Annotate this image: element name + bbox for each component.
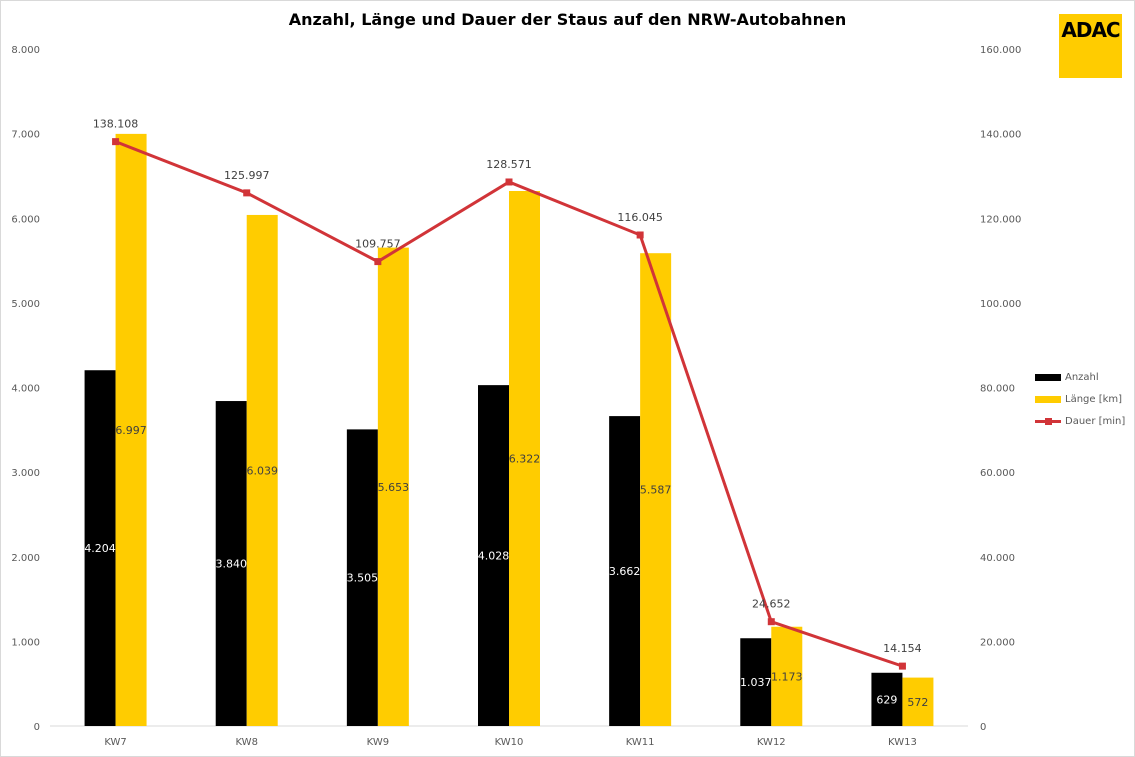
bar-anzahl: [215, 401, 247, 726]
y-tick-left: 4.000: [11, 384, 40, 395]
y-tick-right: 140.000: [980, 130, 1021, 141]
data-label-dauer: 109.757: [355, 238, 401, 251]
legend-label: Länge [km]: [1065, 393, 1123, 405]
data-label-anzahl: 629: [876, 693, 897, 706]
legend-item-anzahl[interactable]: Anzahl: [1035, 366, 1125, 388]
y-tick-left: 7.000: [11, 130, 40, 141]
data-label-anzahl: 3.505: [347, 572, 379, 585]
y-tick-right: 160.000: [980, 45, 1021, 56]
y-tick-right: 60.000: [980, 468, 1015, 479]
y-tick-right: 20.000: [980, 637, 1015, 648]
y-tick-left: 1.000: [11, 637, 40, 648]
bar-anzahl: [84, 370, 116, 726]
y-tick-right: 120.000: [980, 214, 1021, 225]
y-tick-right: 0: [980, 722, 986, 733]
y-tick-right: 100.000: [980, 299, 1021, 310]
bar-anzahl: [740, 638, 772, 726]
y-tick-left: 8.000: [11, 45, 40, 56]
data-label-anzahl: 3.662: [609, 565, 641, 578]
bar-laenge: [902, 677, 934, 726]
data-label-anzahl: 1.037: [740, 676, 772, 689]
bar-anzahl: [478, 385, 509, 726]
bar-anzahl: [346, 429, 378, 726]
data-label-laenge: 6.997: [115, 424, 147, 437]
data-label-dauer: 138.108: [93, 118, 139, 131]
legend-swatch-laenge: [1035, 395, 1061, 403]
data-label-dauer: 24.652: [752, 598, 791, 611]
adac-logo: ADAC: [1059, 14, 1122, 78]
y-tick-right: 80.000: [980, 384, 1015, 395]
y-tick-left: 0: [34, 722, 40, 733]
x-tick-label: KW11: [626, 737, 655, 748]
x-tick-label: KW9: [367, 737, 389, 748]
legend-swatch-dauer: [1035, 417, 1061, 425]
x-tick-label: KW13: [888, 737, 917, 748]
bar-laenge: [771, 626, 803, 726]
y-tick-left: 5.000: [11, 299, 40, 310]
data-label-dauer: 128.571: [486, 158, 532, 171]
x-tick-label: KW8: [235, 737, 257, 748]
data-label-anzahl: 4.204: [84, 542, 116, 555]
marker-dauer: [243, 189, 251, 197]
bar-anzahl: [609, 416, 641, 726]
data-label-anzahl: 4.028: [478, 550, 510, 563]
marker-dauer: [505, 178, 513, 186]
bar-laenge: [509, 191, 540, 727]
legend: Anzahl Länge [km] Dauer [min]: [1035, 366, 1125, 432]
logo-text: ADAC: [1061, 18, 1120, 42]
legend-item-dauer[interactable]: Dauer [min]: [1035, 410, 1125, 432]
x-tick-label: KW12: [757, 737, 786, 748]
data-label-laenge: 5.653: [378, 481, 410, 494]
data-label-laenge: 572: [907, 696, 928, 709]
marker-dauer: [636, 231, 644, 239]
marker-dauer: [112, 138, 120, 146]
chart-title: Anzahl, Länge und Dauer der Staus auf de…: [288, 10, 847, 29]
legend-item-laenge[interactable]: Länge [km]: [1035, 388, 1125, 410]
x-tick-label: KW10: [495, 737, 524, 748]
data-label-laenge: 5.587: [640, 484, 672, 497]
legend-label: Anzahl: [1065, 371, 1099, 383]
data-label-dauer: 125.997: [224, 169, 270, 182]
bar-laenge: [246, 214, 278, 726]
y-tick-left: 2.000: [11, 553, 40, 564]
data-label-laenge: 6.039: [246, 464, 278, 477]
legend-label: Dauer [min]: [1065, 415, 1126, 427]
marker-dauer: [374, 258, 382, 266]
marker-dauer: [898, 662, 906, 670]
data-label-laenge: 1.173: [771, 670, 803, 683]
data-label-laenge: 6.322: [509, 453, 541, 466]
bar-laenge: [640, 253, 672, 726]
legend-swatch-anzahl: [1035, 373, 1061, 381]
y-tick-left: 3.000: [11, 468, 40, 479]
data-label-dauer: 116.045: [617, 211, 663, 224]
data-label-dauer: 14.154: [883, 642, 922, 655]
x-tick-label: KW7: [104, 737, 126, 748]
bar-laenge: [115, 133, 147, 726]
data-label-anzahl: 3.840: [215, 558, 247, 571]
y-tick-left: 6.000: [11, 214, 40, 225]
bar-laenge: [377, 247, 409, 726]
bar-anzahl: [871, 672, 903, 726]
y-tick-right: 40.000: [980, 553, 1015, 564]
marker-dauer: [767, 618, 775, 626]
